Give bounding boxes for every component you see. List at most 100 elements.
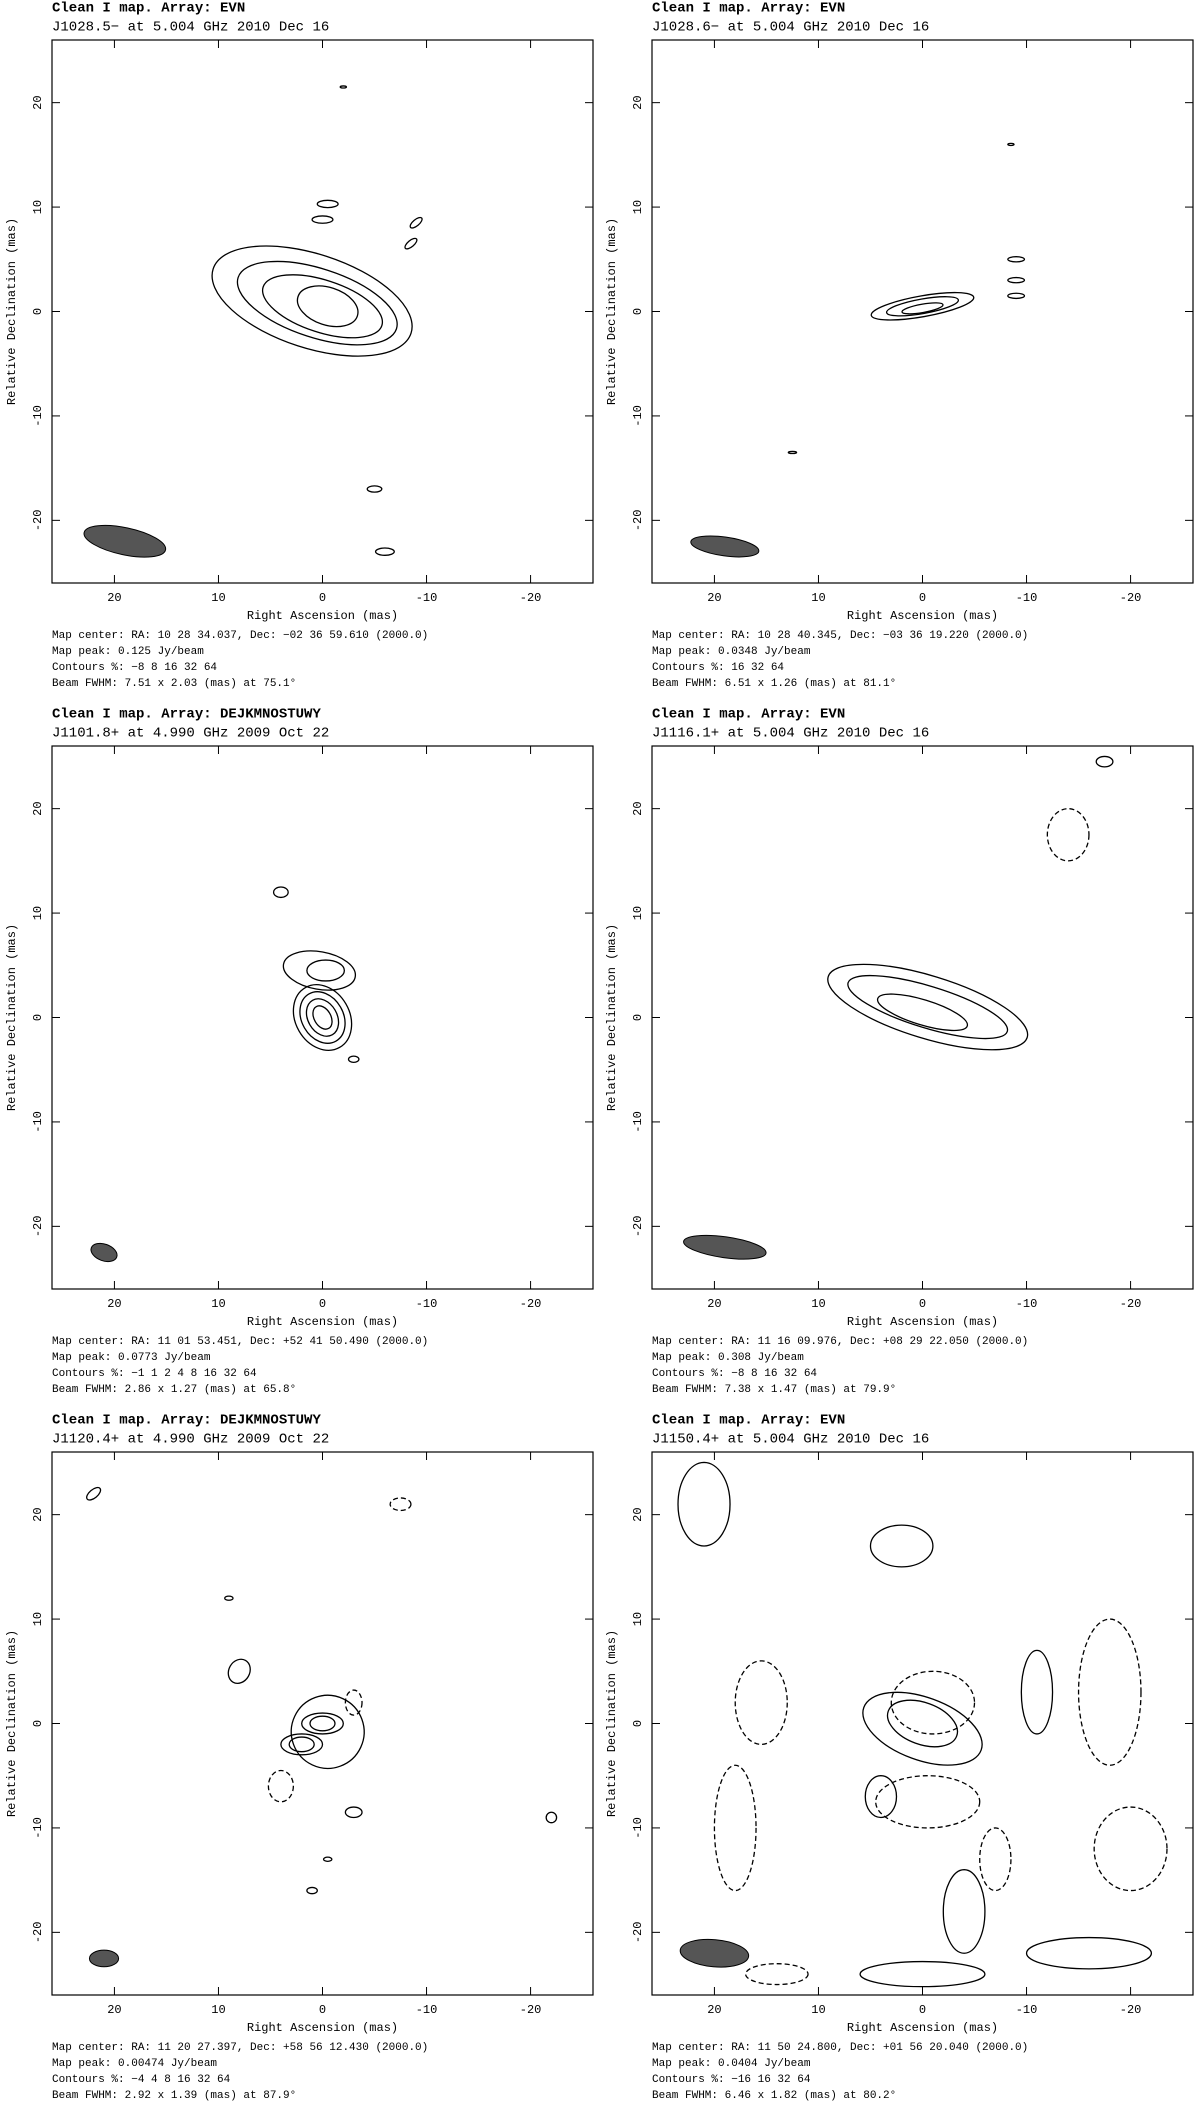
contour: [267, 1769, 295, 1803]
panel: 20 10 0 -10 -20 -20 -10 0 10 20 Right Ascension (m…: [5, 1413, 594, 2102]
x-tick-label: -20: [1120, 1297, 1142, 1311]
x-tick-label: 10: [211, 1297, 225, 1311]
map-note: Beam FWHM: 7.51 x 2.03 (mas) at 75.1°: [52, 678, 296, 690]
map-note: Map peak: 0.0773 Jy/beam: [52, 1352, 211, 1364]
y-axis-label: Relative Declination (mas): [5, 924, 19, 1111]
contour: [344, 1689, 363, 1716]
contour: [744, 1963, 809, 1986]
y-tick-label: 0: [31, 1720, 45, 1727]
y-tick-label: 0: [631, 1014, 645, 1021]
map-note: Map center: RA: 11 01 53.451, Dec: +52 4…: [52, 1336, 428, 1348]
contour: [292, 984, 353, 1051]
x-axis-label: Right Ascension (mas): [847, 609, 998, 623]
contour: [1007, 256, 1026, 263]
x-tick-label: 20: [107, 591, 121, 605]
contour: [734, 1660, 788, 1746]
x-axis-label: Right Ascension (mas): [247, 2021, 398, 2035]
contour: [339, 85, 348, 89]
contour: [306, 1886, 318, 1895]
contour: [224, 1595, 234, 1601]
map-note: Contours %: −8 8 16 32 64: [652, 1368, 817, 1380]
x-tick-label: 10: [811, 591, 825, 605]
x-tick-label: 10: [211, 591, 225, 605]
x-tick-label: 0: [319, 591, 326, 605]
contour: [1093, 1806, 1168, 1892]
contour: [876, 993, 969, 1032]
x-tick-label: -20: [1120, 2003, 1142, 2017]
x-tick-label: -10: [1016, 2003, 1038, 2017]
map-note: Map peak: 0.0404 Jy/beam: [652, 2058, 811, 2070]
map-note: Beam FWHM: 6.46 x 1.82 (mas) at 80.2°: [652, 2090, 896, 2102]
contour: [885, 296, 960, 317]
map-note: Map peak: 0.0348 Jy/beam: [652, 646, 811, 658]
contour: [870, 291, 975, 321]
map-note: Contours %: −1 1 2 4 8 16 32 64: [52, 1368, 257, 1380]
contour: [374, 547, 395, 556]
panel: 20 10 0 -10 -20 -20 -10 0 10 20 Right Ascension (m…: [605, 1413, 1194, 2102]
contour: [306, 959, 345, 982]
y-tick-label: 0: [631, 1720, 645, 1727]
x-tick-label: 0: [319, 2003, 326, 2017]
contour: [1007, 292, 1026, 300]
panel-subtitle: J1101.8+ at 4.990 GHz 2009 Oct 22: [52, 726, 329, 742]
contour: [366, 485, 383, 493]
x-axis-label: Right Ascension (mas): [247, 609, 398, 623]
y-tick-label: 20: [631, 801, 645, 815]
plot-area: [90, 886, 360, 1263]
map-note: Beam FWHM: 7.38 x 1.47 (mas) at 79.9°: [652, 1384, 896, 1396]
x-tick-label: -10: [1016, 591, 1038, 605]
y-tick-label: 20: [631, 1507, 645, 1521]
x-axis-label: Right Ascension (mas): [847, 2021, 998, 2035]
panel: 20 10 0 -10 -20 -20 -10 0 10 20 Right Ascension (m…: [605, 707, 1194, 1396]
y-tick-label: 10: [631, 1612, 645, 1626]
x-tick-label: 0: [319, 1297, 326, 1311]
contour: [901, 302, 944, 315]
plot-area: [86, 1486, 558, 1968]
map-note: Beam FWHM: 2.86 x 1.27 (mas) at 65.8°: [52, 1384, 296, 1396]
contour: [261, 274, 384, 339]
plot-area: [83, 85, 423, 558]
y-tick-label: -20: [31, 1922, 45, 1944]
contour: [86, 1486, 102, 1501]
plot-frame: [651, 745, 1194, 1290]
x-tick-label: -20: [520, 1297, 542, 1311]
contour: [301, 1712, 344, 1735]
x-axis-label: Right Ascension (mas): [847, 1315, 998, 1329]
plot-frame: [51, 39, 594, 584]
y-tick-label: 0: [631, 308, 645, 315]
y-tick-label: -10: [31, 1817, 45, 1839]
y-tick-label: -20: [31, 1216, 45, 1238]
map-note: Map peak: 0.00474 Jy/beam: [52, 2058, 217, 2070]
y-tick-label: 10: [31, 200, 45, 214]
contour: [942, 1869, 986, 1954]
contour: [288, 1736, 315, 1753]
y-axis-label: Relative Declination (mas): [5, 218, 19, 405]
plot-frame: [51, 745, 594, 1290]
contour: [827, 963, 1029, 1051]
contour: [677, 1461, 731, 1547]
panel-title: Clean I map. Array: EVN: [652, 707, 845, 723]
map-note: Map center: RA: 11 50 24.800, Dec: +01 5…: [652, 2042, 1028, 2054]
contour: [404, 237, 418, 250]
contour: [309, 1715, 336, 1732]
plot-area: [677, 1461, 1168, 1988]
panel: 20 10 0 -10 -20 -20 -10 0 10 20 Right Ascension (m…: [5, 1, 594, 690]
contour: [312, 1005, 333, 1030]
map-note: Map peak: 0.308 Jy/beam: [652, 1352, 804, 1364]
y-tick-label: 10: [631, 906, 645, 920]
contour: [1095, 755, 1114, 768]
panel-title: Clean I map. Array: DEJKMNOSTUWY: [52, 707, 321, 723]
x-tick-label: 10: [811, 2003, 825, 2017]
y-tick-label: 0: [31, 308, 45, 315]
panel-title: Clean I map. Array: EVN: [652, 1, 845, 17]
contour: [389, 1497, 412, 1512]
y-tick-label: -20: [631, 1216, 645, 1238]
panel-title: Clean I map. Array: DEJKMNOSTUWY: [52, 1413, 321, 1429]
y-tick-label: -20: [31, 510, 45, 532]
x-axis-label: Right Ascension (mas): [247, 1315, 398, 1329]
x-tick-label: 0: [919, 2003, 926, 2017]
contour: [713, 1764, 757, 1892]
panel-subtitle: J1028.5− at 5.004 GHz 2010 Dec 16: [52, 20, 329, 36]
y-tick-label: 20: [31, 801, 45, 815]
